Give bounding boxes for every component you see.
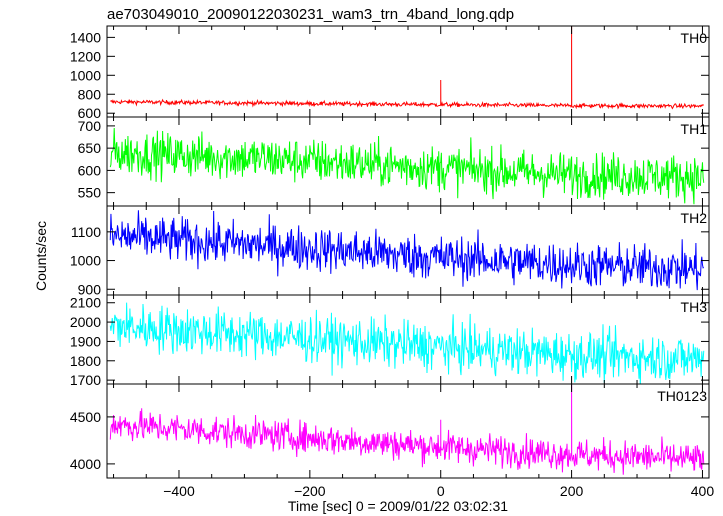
panel-label: TH0123 [657,388,707,404]
x-tick-label: 0 [437,483,445,499]
y-tick-label: 1400 [70,29,101,45]
chart-title: ae703049010_20090122030231_wam3_trn_4ban… [107,6,514,23]
panel-frame [106,383,710,479]
series-th1 [109,128,705,205]
y-tick-label: 600 [78,105,102,121]
y-tick-label: 4000 [70,456,101,472]
y-tick-label: 2100 [70,295,101,311]
y-tick-label: 1800 [70,353,101,369]
panel-label: TH2 [681,210,708,226]
panel-th1: 550 600 650 700 TH1 [78,116,710,207]
x-tick-label: 200 [560,483,584,499]
y-tick-label: 650 [78,140,102,156]
series-th3 [109,302,705,384]
x-axis-label: Time [sec] 0 = 2009/01/22 03:02:31 [288,498,508,514]
x-tick-label: −200 [294,483,326,499]
panel-frame [106,25,710,118]
panel-th0123: 4000 4500 TH0123 [70,383,710,479]
panel-label: TH3 [681,299,708,315]
series-th2 [109,210,705,291]
panel-label: TH0 [681,30,708,46]
panel-th2: 900 1000 1100 TH2 [70,205,710,297]
y-tick-label: 800 [78,86,102,102]
y-tick-label: 700 [78,118,102,134]
series-th0123 [109,384,705,475]
panel-th3: 1700 1800 1900 2000 2100 TH3 [70,294,710,388]
y-tick-label: 900 [78,281,102,297]
y-tick-label: 4500 [70,409,101,425]
y-tick-label: 1200 [70,48,101,64]
y-tick-label: 2000 [70,314,101,330]
y-tick-label: 1000 [70,253,101,269]
y-tick-label: 1900 [70,333,101,349]
x-tick-label: 400 [691,483,715,499]
y-tick-label: 1700 [70,372,101,388]
y-tick-label: 1100 [71,224,101,240]
x-tick-label: −400 [163,483,195,499]
y-tick-label: 550 [78,185,102,201]
y-tick-label: 1000 [70,67,101,83]
panel-label: TH1 [681,121,708,137]
panel-th0: 600 800 1000 1200 1400 TH0 [70,25,710,121]
y-axis-label: Counts/sec [33,221,49,291]
y-tick-label: 600 [78,162,102,178]
series-th0 [110,26,704,110]
